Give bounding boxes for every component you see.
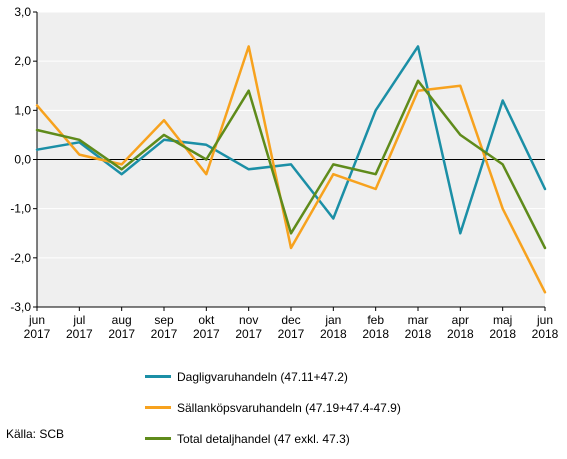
legend-swatch-total-detaljhandel <box>145 437 171 440</box>
x-tick-label-year: 2017 <box>24 327 51 341</box>
legend-item-dagligvaruhandeln: Dagligvaruhandeln (47.11+47.2) <box>145 366 401 387</box>
legend-label: Total detaljhandel (47 exkl. 47.3) <box>177 431 350 446</box>
x-tick-label-month: jul <box>72 313 85 327</box>
x-tick-label-year: 2017 <box>235 327 262 341</box>
x-tick-label-month: jun <box>28 313 45 327</box>
legend-item-sallankopsvaruhandeln: Sällanköpsvaruhandeln (47.19+47.4-47.9) <box>145 397 401 418</box>
series-lines <box>35 45 547 294</box>
y-tick-label: 0,0 <box>14 153 31 167</box>
legend-label: Sällanköpsvaruhandeln (47.19+47.4-47.9) <box>177 400 401 415</box>
y-tick-label: 3,0 <box>14 5 31 19</box>
y-tick-label: 2,0 <box>14 54 31 68</box>
axes: 3,02,01,00,0-1,0-2,0-3,0jun2017jul2017au… <box>10 5 558 341</box>
legend: Dagligvaruhandeln (47.11+47.2) Sällanköp… <box>145 366 401 459</box>
y-tick-label: -2,0 <box>10 251 31 265</box>
x-tick-label-month: nov <box>239 313 258 327</box>
x-tick-label-month: sep <box>154 313 174 327</box>
x-tick-label-year: 2017 <box>151 327 178 341</box>
legend-label: Dagligvaruhandeln (47.11+47.2) <box>177 369 348 384</box>
x-tick-label-year: 2018 <box>320 327 347 341</box>
line-chart: 3,02,01,00,0-1,0-2,0-3,0jun2017jul2017au… <box>10 5 558 341</box>
x-tick-label-month: dec <box>281 313 300 327</box>
x-tick-label-year: 2018 <box>489 327 516 341</box>
legend-item-total-detaljhandel: Total detaljhandel (47 exkl. 47.3) <box>145 428 401 449</box>
x-tick-label-month: mar <box>408 313 429 327</box>
x-tick-label-year: 2018 <box>447 327 474 341</box>
x-tick-label-month: jun <box>536 313 553 327</box>
x-tick-label-year: 2017 <box>193 327 220 341</box>
x-tick-label-year: 2017 <box>278 327 305 341</box>
x-tick-label-month: okt <box>198 313 215 327</box>
x-tick-label-year: 2018 <box>405 327 432 341</box>
source-label: Källa: SCB <box>6 427 65 441</box>
legend-swatch-sallankopsvaruhandeln <box>145 406 171 409</box>
series-line-2 <box>35 79 547 250</box>
x-tick-label-year: 2018 <box>532 327 559 341</box>
x-tick-label-month: aug <box>112 313 132 327</box>
x-tick-label-month: feb <box>367 313 384 327</box>
series-line-0 <box>35 45 547 235</box>
series-line-1 <box>35 45 547 294</box>
x-tick-label-year: 2018 <box>362 327 389 341</box>
grid-lines <box>37 11 545 259</box>
legend-swatch-dagligvaruhandeln <box>145 375 171 378</box>
y-tick-label: -3,0 <box>10 300 31 314</box>
x-tick-label-year: 2017 <box>108 327 135 341</box>
x-tick-label-month: jan <box>324 313 341 327</box>
x-tick-label-year: 2017 <box>66 327 93 341</box>
x-tick-label-month: maj <box>493 313 512 327</box>
y-tick-label: -1,0 <box>10 202 31 216</box>
x-tick-label-month: apr <box>452 313 469 327</box>
y-tick-label: 1,0 <box>14 103 31 117</box>
